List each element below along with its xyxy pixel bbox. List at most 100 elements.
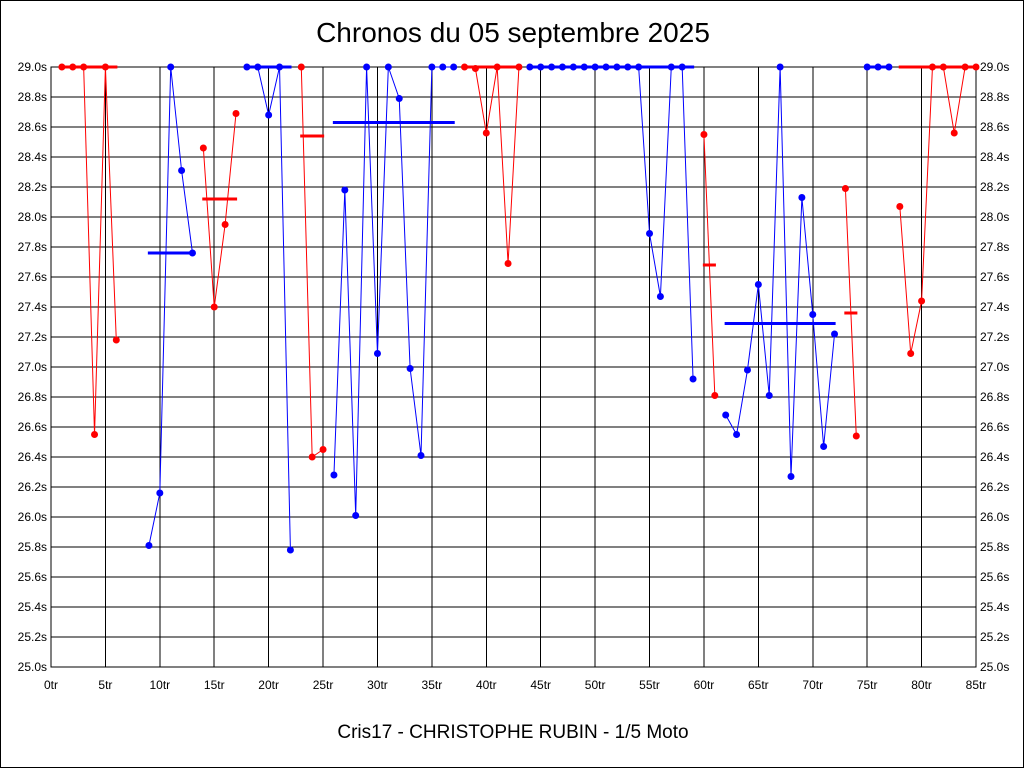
y-tick-label-left: 28.8s: [18, 90, 47, 104]
data-point-blue: [831, 330, 839, 338]
y-tick-label-right: 27.6s: [980, 270, 1009, 284]
x-tick-label: 50tr: [585, 678, 606, 692]
x-tick-label: 65tr: [748, 678, 769, 692]
data-point-blue: [548, 63, 556, 71]
data-point-blue: [722, 411, 730, 419]
data-point-red: [928, 63, 936, 71]
data-point-blue: [624, 63, 632, 71]
data-point-blue: [667, 63, 675, 71]
data-point-blue: [156, 489, 164, 497]
data-point-red: [69, 63, 77, 71]
data-point-blue: [254, 63, 262, 71]
y-tick-label-left: 25.2s: [18, 630, 47, 644]
data-point-red: [319, 446, 327, 453]
data-point-blue: [787, 473, 795, 480]
data-point-blue: [450, 63, 458, 71]
data-point-blue: [754, 281, 762, 288]
data-point-red: [852, 432, 860, 440]
y-tick-label-right: 27.2s: [980, 330, 1009, 344]
y-tick-label-right: 25.8s: [980, 540, 1009, 554]
data-point-red: [972, 63, 980, 71]
x-tick-label: 10tr: [149, 678, 170, 692]
y-tick-label-left: 26.4s: [18, 450, 47, 464]
x-tick-label: 60tr: [694, 678, 715, 692]
x-tick-label: 55tr: [639, 678, 660, 692]
series-line-red: [899, 66, 976, 354]
x-tick-label: 85tr: [966, 678, 987, 692]
y-tick-label-right: 25.0s: [980, 660, 1009, 674]
data-point-blue: [678, 63, 686, 71]
y-tick-label-left: 27.0s: [18, 360, 47, 374]
data-point-blue: [330, 471, 338, 479]
data-point-red: [711, 392, 719, 399]
data-point-blue: [145, 542, 153, 549]
data-point-blue: [373, 350, 381, 357]
data-point-red: [112, 336, 120, 344]
y-tick-label-right: 29.0s: [980, 60, 1009, 74]
x-tick-label: 0tr: [44, 678, 58, 692]
data-point-blue: [188, 249, 196, 257]
data-point-red: [221, 221, 229, 228]
data-point-blue: [341, 186, 349, 194]
data-point-blue: [526, 63, 534, 71]
y-tick-label-left: 29.0s: [18, 60, 47, 74]
data-point-red: [515, 63, 523, 71]
data-point-blue: [733, 431, 741, 438]
data-point-blue: [874, 63, 882, 71]
data-point-blue: [689, 375, 697, 383]
data-point-blue: [591, 63, 599, 71]
y-tick-label-left: 28.0s: [18, 210, 47, 224]
data-point-red: [461, 63, 469, 71]
data-point-red: [950, 129, 958, 137]
y-tick-label-right: 25.4s: [980, 600, 1009, 614]
y-tick-label-right: 26.8s: [980, 390, 1009, 404]
data-point-blue: [265, 111, 273, 119]
x-tick-label: 75tr: [857, 678, 878, 692]
data-point-blue: [178, 167, 186, 174]
data-point-blue: [646, 230, 654, 237]
data-point-blue: [798, 194, 806, 201]
data-point-blue: [602, 63, 610, 71]
data-point-blue: [580, 63, 588, 71]
x-tick-label: 15tr: [204, 678, 225, 692]
data-point-red: [308, 453, 316, 461]
data-point-blue: [167, 63, 175, 71]
y-tick-label-right: 25.2s: [980, 630, 1009, 644]
data-point-blue: [428, 63, 436, 71]
y-tick-label-right: 27.8s: [980, 240, 1009, 254]
series-line-red: [202, 113, 237, 308]
data-point-blue: [635, 63, 643, 71]
x-tick-label: 30tr: [367, 678, 388, 692]
y-tick-label-right: 26.0s: [980, 510, 1009, 524]
data-point-red: [91, 431, 99, 438]
data-point-red: [493, 63, 501, 71]
data-point-blue: [863, 63, 871, 71]
data-point-blue: [820, 443, 828, 450]
data-point-red: [297, 63, 305, 71]
x-tick-label: 35tr: [422, 678, 443, 692]
y-tick-label-left: 27.8s: [18, 240, 47, 254]
y-tick-label-right: 25.6s: [980, 570, 1009, 584]
x-tick-label: 5tr: [98, 678, 112, 692]
x-tick-label: 80tr: [911, 678, 932, 692]
y-tick-label-right: 27.0s: [980, 360, 1009, 374]
data-point-blue: [613, 63, 621, 71]
y-tick-label-left: 26.6s: [18, 420, 47, 434]
data-point-red: [101, 63, 109, 71]
data-point-blue: [537, 63, 545, 71]
y-tick-label-right: 28.0s: [980, 210, 1009, 224]
y-tick-label-left: 28.2s: [18, 180, 47, 194]
y-tick-label-right: 28.2s: [980, 180, 1009, 194]
data-point-blue: [743, 366, 751, 374]
y-tick-label-left: 25.6s: [18, 570, 47, 584]
data-point-blue: [765, 392, 773, 399]
data-point-red: [482, 129, 490, 137]
data-point-red: [918, 297, 926, 305]
y-tick-label-right: 28.4s: [980, 150, 1009, 164]
series-line-red: [844, 188, 857, 437]
y-tick-label-left: 28.6s: [18, 120, 47, 134]
data-point-blue: [439, 63, 447, 71]
data-point-red: [199, 144, 207, 152]
y-tick-label-right: 26.2s: [980, 480, 1009, 494]
